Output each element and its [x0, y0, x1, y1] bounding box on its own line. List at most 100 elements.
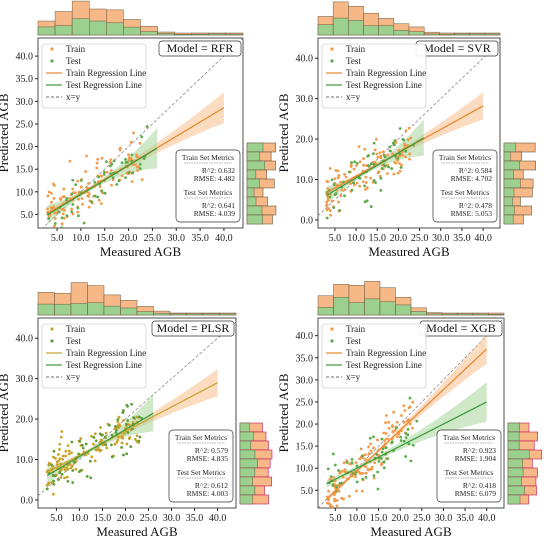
point-train: [59, 476, 63, 479]
train-metrics-header: Train Set Metrics: [175, 433, 227, 442]
legend-marker: [50, 59, 54, 63]
point-train: [386, 153, 389, 157]
point-test: [74, 183, 78, 187]
point-test: [52, 479, 55, 483]
point-train: [363, 453, 367, 457]
point-test: [369, 162, 373, 166]
point-test: [90, 200, 93, 204]
point-train: [109, 168, 113, 172]
hist-bar-test: [503, 142, 516, 153]
point-train: [339, 194, 343, 198]
point-train: [71, 212, 75, 216]
point-train: [358, 457, 362, 461]
point-test: [132, 416, 136, 420]
point-train: [391, 430, 395, 434]
point-test: [122, 453, 125, 457]
point-test: [110, 162, 114, 166]
point-test: [332, 182, 336, 186]
metrics-box-frame: [168, 429, 234, 503]
point-train: [369, 449, 373, 453]
point-test: [380, 450, 384, 454]
point-train: [138, 141, 142, 145]
hist-bar-test: [186, 313, 204, 316]
hist-bar-test: [169, 313, 187, 316]
point-train: [392, 172, 396, 176]
point-train: [51, 465, 55, 469]
point-train: [97, 198, 101, 202]
x-tick-label: 15.0: [370, 513, 388, 524]
point-train: [331, 505, 334, 508]
point-train: [343, 188, 347, 192]
point-test: [399, 166, 403, 169]
point-train: [67, 449, 71, 453]
point-test: [369, 205, 373, 208]
top-histogram: [317, 1, 501, 36]
point-test: [390, 167, 394, 170]
point-test: [140, 416, 143, 420]
point-test: [347, 170, 351, 174]
y-tick-label: 30.0: [296, 375, 314, 386]
point-train: [118, 148, 122, 152]
point-test: [398, 152, 402, 156]
point-train: [396, 435, 399, 439]
point-train: [65, 475, 69, 479]
point-test: [137, 439, 141, 443]
hist-bar-test: [503, 151, 511, 162]
point-test: [47, 216, 50, 220]
point-train: [365, 186, 369, 190]
hist-bar-test: [507, 422, 520, 433]
legend-label: Test: [66, 336, 81, 346]
point-train: [385, 172, 389, 175]
point-test: [126, 160, 129, 164]
point-train: [128, 436, 132, 439]
train-rmse: RMSE: 4.702: [451, 174, 493, 183]
legend: Train Test Train Regression Line Test Regre…: [321, 323, 427, 389]
y-tick-label: 20.0: [16, 142, 34, 153]
point-train: [403, 409, 407, 412]
chart-title: Model = XGB: [426, 321, 495, 335]
point-train: [372, 446, 375, 450]
hist-bar-test: [507, 431, 520, 442]
point-train: [99, 174, 103, 178]
point-train: [100, 439, 104, 443]
right-histogram: [239, 422, 273, 505]
point-train: [53, 211, 57, 215]
point-train: [50, 200, 53, 204]
point-test: [85, 475, 89, 478]
point-test: [145, 125, 149, 128]
test-rmse: RMSE: 4.039: [194, 209, 236, 218]
point-train: [362, 157, 365, 160]
y-tick-label: 0.0: [21, 495, 34, 506]
point-train: [130, 180, 134, 183]
point-test: [376, 470, 380, 474]
plot-content: [318, 41, 500, 220]
point-test: [350, 188, 354, 192]
point-train: [49, 191, 53, 195]
metrics-box-frame: [432, 149, 498, 223]
point-train: [87, 205, 91, 209]
x-tick-label: 25.0: [413, 513, 431, 524]
point-train: [90, 455, 94, 459]
test-metrics-header: Test Set Metrics: [445, 468, 494, 477]
point-train: [406, 138, 410, 142]
train-confidence-band: [47, 92, 224, 217]
point-test: [65, 196, 69, 200]
point-train: [117, 435, 120, 439]
hist-bar-test: [423, 33, 440, 36]
point-train: [53, 217, 57, 220]
point-train: [339, 180, 342, 184]
point-train: [63, 216, 66, 220]
point-test: [367, 164, 371, 168]
point-train: [358, 160, 362, 164]
point-test: [124, 158, 127, 161]
point-test: [406, 428, 410, 431]
point-train: [79, 185, 83, 189]
point-test: [124, 176, 127, 180]
chart-panel-1: 5.0 10.0 15.0 20.0 25.0 30.0 35.0 40.00.010.020…: [276, 1, 537, 259]
point-test: [105, 160, 108, 164]
point-train: [52, 455, 55, 459]
x-tick-label: 30.0: [435, 513, 453, 524]
hist-bar-test: [488, 314, 505, 316]
hist-bar-test: [507, 485, 525, 496]
